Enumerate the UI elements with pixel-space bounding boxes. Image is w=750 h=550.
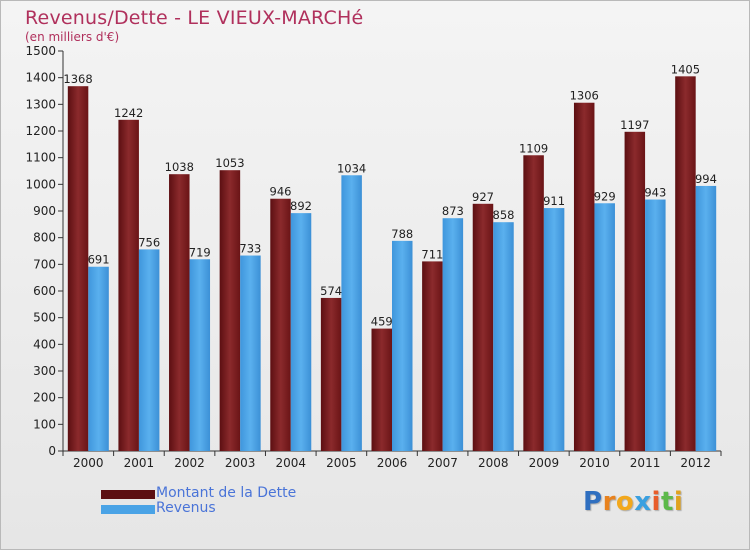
bar-dette bbox=[118, 119, 139, 452]
x-tick-label: 2004 bbox=[275, 456, 306, 470]
x-tick-label: 2001 bbox=[124, 456, 155, 470]
bar-revenus bbox=[290, 213, 312, 451]
x-tick-label: 2003 bbox=[225, 456, 256, 470]
bar-revenus bbox=[240, 255, 261, 451]
y-tick-label: 1500 bbox=[25, 44, 56, 58]
data-label: 911 bbox=[543, 194, 565, 208]
bar-revenus bbox=[442, 218, 464, 451]
data-label: 459 bbox=[371, 315, 393, 329]
data-label: 719 bbox=[189, 245, 211, 259]
data-label: 711 bbox=[421, 247, 443, 261]
data-label: 994 bbox=[695, 172, 717, 186]
data-label: 927 bbox=[472, 190, 494, 204]
x-tick-label: 2009 bbox=[529, 456, 560, 470]
bar-revenus bbox=[88, 266, 109, 451]
bar-revenus bbox=[138, 249, 160, 451]
x-tick-label: 2012 bbox=[680, 456, 711, 470]
bar-revenus bbox=[189, 259, 211, 451]
x-tick-label: 2000 bbox=[73, 456, 104, 470]
chart-bars bbox=[67, 76, 717, 452]
proxiti-logo: Proxiti bbox=[583, 487, 683, 517]
bar-dette bbox=[320, 297, 342, 451]
x-tick-label: 2005 bbox=[326, 456, 357, 470]
data-label: 1109 bbox=[519, 141, 548, 155]
y-tick-label: 1300 bbox=[25, 97, 56, 111]
bar-dette bbox=[624, 131, 646, 452]
data-label: 1405 bbox=[671, 62, 700, 76]
data-label: 1038 bbox=[165, 160, 194, 174]
legend-label-revenus: Revenus bbox=[156, 500, 216, 516]
logo-letter: t bbox=[660, 487, 674, 517]
bar-dette bbox=[523, 155, 544, 451]
bar-dette bbox=[573, 102, 595, 451]
data-label: 691 bbox=[88, 253, 110, 267]
data-label: 1242 bbox=[114, 106, 143, 120]
bar-revenus bbox=[645, 199, 666, 451]
x-tick-label: 2002 bbox=[174, 456, 205, 470]
data-label: 929 bbox=[594, 189, 616, 203]
x-tick-label: 2007 bbox=[427, 456, 458, 470]
data-label: 574 bbox=[320, 284, 342, 298]
y-tick-label: 1200 bbox=[25, 124, 56, 138]
logo-letter: x bbox=[634, 487, 652, 517]
y-tick-label: 300 bbox=[33, 364, 56, 378]
data-label: 943 bbox=[644, 186, 666, 200]
x-tick-label: 2006 bbox=[377, 456, 408, 470]
x-tick-label: 2010 bbox=[579, 456, 610, 470]
bar-revenus bbox=[493, 222, 514, 451]
y-tick-label: 700 bbox=[33, 257, 56, 271]
logo-letter: i bbox=[673, 487, 684, 517]
legend-label-dette: Montant de la Dette bbox=[156, 485, 297, 501]
y-tick-label: 900 bbox=[33, 204, 56, 218]
data-label: 858 bbox=[493, 208, 515, 222]
bar-dette bbox=[422, 261, 443, 451]
bar-dette bbox=[371, 328, 392, 451]
logo-letter: o bbox=[615, 487, 635, 517]
bar-dette bbox=[219, 170, 241, 451]
bar-revenus bbox=[594, 203, 615, 451]
y-tick-label: 1100 bbox=[25, 151, 56, 165]
legend-swatch-dette bbox=[101, 490, 155, 499]
bar-dette bbox=[270, 198, 291, 451]
logo-letter: P bbox=[583, 487, 603, 517]
data-label: 873 bbox=[442, 204, 464, 218]
bar-revenus bbox=[695, 185, 717, 451]
bar-revenus bbox=[392, 240, 413, 451]
data-label: 1197 bbox=[620, 118, 649, 132]
logo-letter: r bbox=[602, 487, 616, 517]
data-label: 1034 bbox=[337, 161, 366, 175]
y-tick-label: 100 bbox=[33, 417, 56, 431]
y-tick-label: 1400 bbox=[25, 71, 56, 85]
y-tick-label: 400 bbox=[33, 337, 56, 351]
data-label: 1053 bbox=[215, 156, 244, 170]
data-label: 756 bbox=[138, 235, 160, 249]
bar-dette bbox=[472, 203, 494, 451]
data-label: 733 bbox=[239, 242, 261, 256]
bar-dette bbox=[67, 86, 89, 451]
y-tick-label: 0 bbox=[48, 444, 56, 458]
chart-subtitle: (en milliers d'€) bbox=[25, 30, 120, 44]
chart-title: Revenus/Dette - LE VIEUX-MARCHé bbox=[25, 7, 364, 29]
x-tick-label: 2008 bbox=[478, 456, 509, 470]
data-label: 788 bbox=[391, 227, 413, 241]
y-tick-label: 1000 bbox=[25, 177, 56, 191]
legend-swatch-revenus bbox=[101, 505, 155, 514]
bar-revenus bbox=[543, 208, 565, 451]
y-tick-label: 800 bbox=[33, 231, 56, 245]
data-label: 892 bbox=[290, 199, 312, 213]
bar-revenus bbox=[341, 175, 362, 451]
y-tick-label: 500 bbox=[33, 311, 56, 325]
y-tick-label: 200 bbox=[33, 391, 56, 405]
x-tick-label: 2011 bbox=[630, 456, 661, 470]
bar-dette bbox=[675, 76, 696, 451]
data-label: 1306 bbox=[570, 89, 599, 103]
logo-letter: i bbox=[651, 487, 661, 517]
data-label: 946 bbox=[270, 185, 292, 199]
data-label: 1368 bbox=[63, 72, 92, 86]
bar-dette bbox=[169, 174, 190, 451]
y-tick-label: 600 bbox=[33, 284, 56, 298]
